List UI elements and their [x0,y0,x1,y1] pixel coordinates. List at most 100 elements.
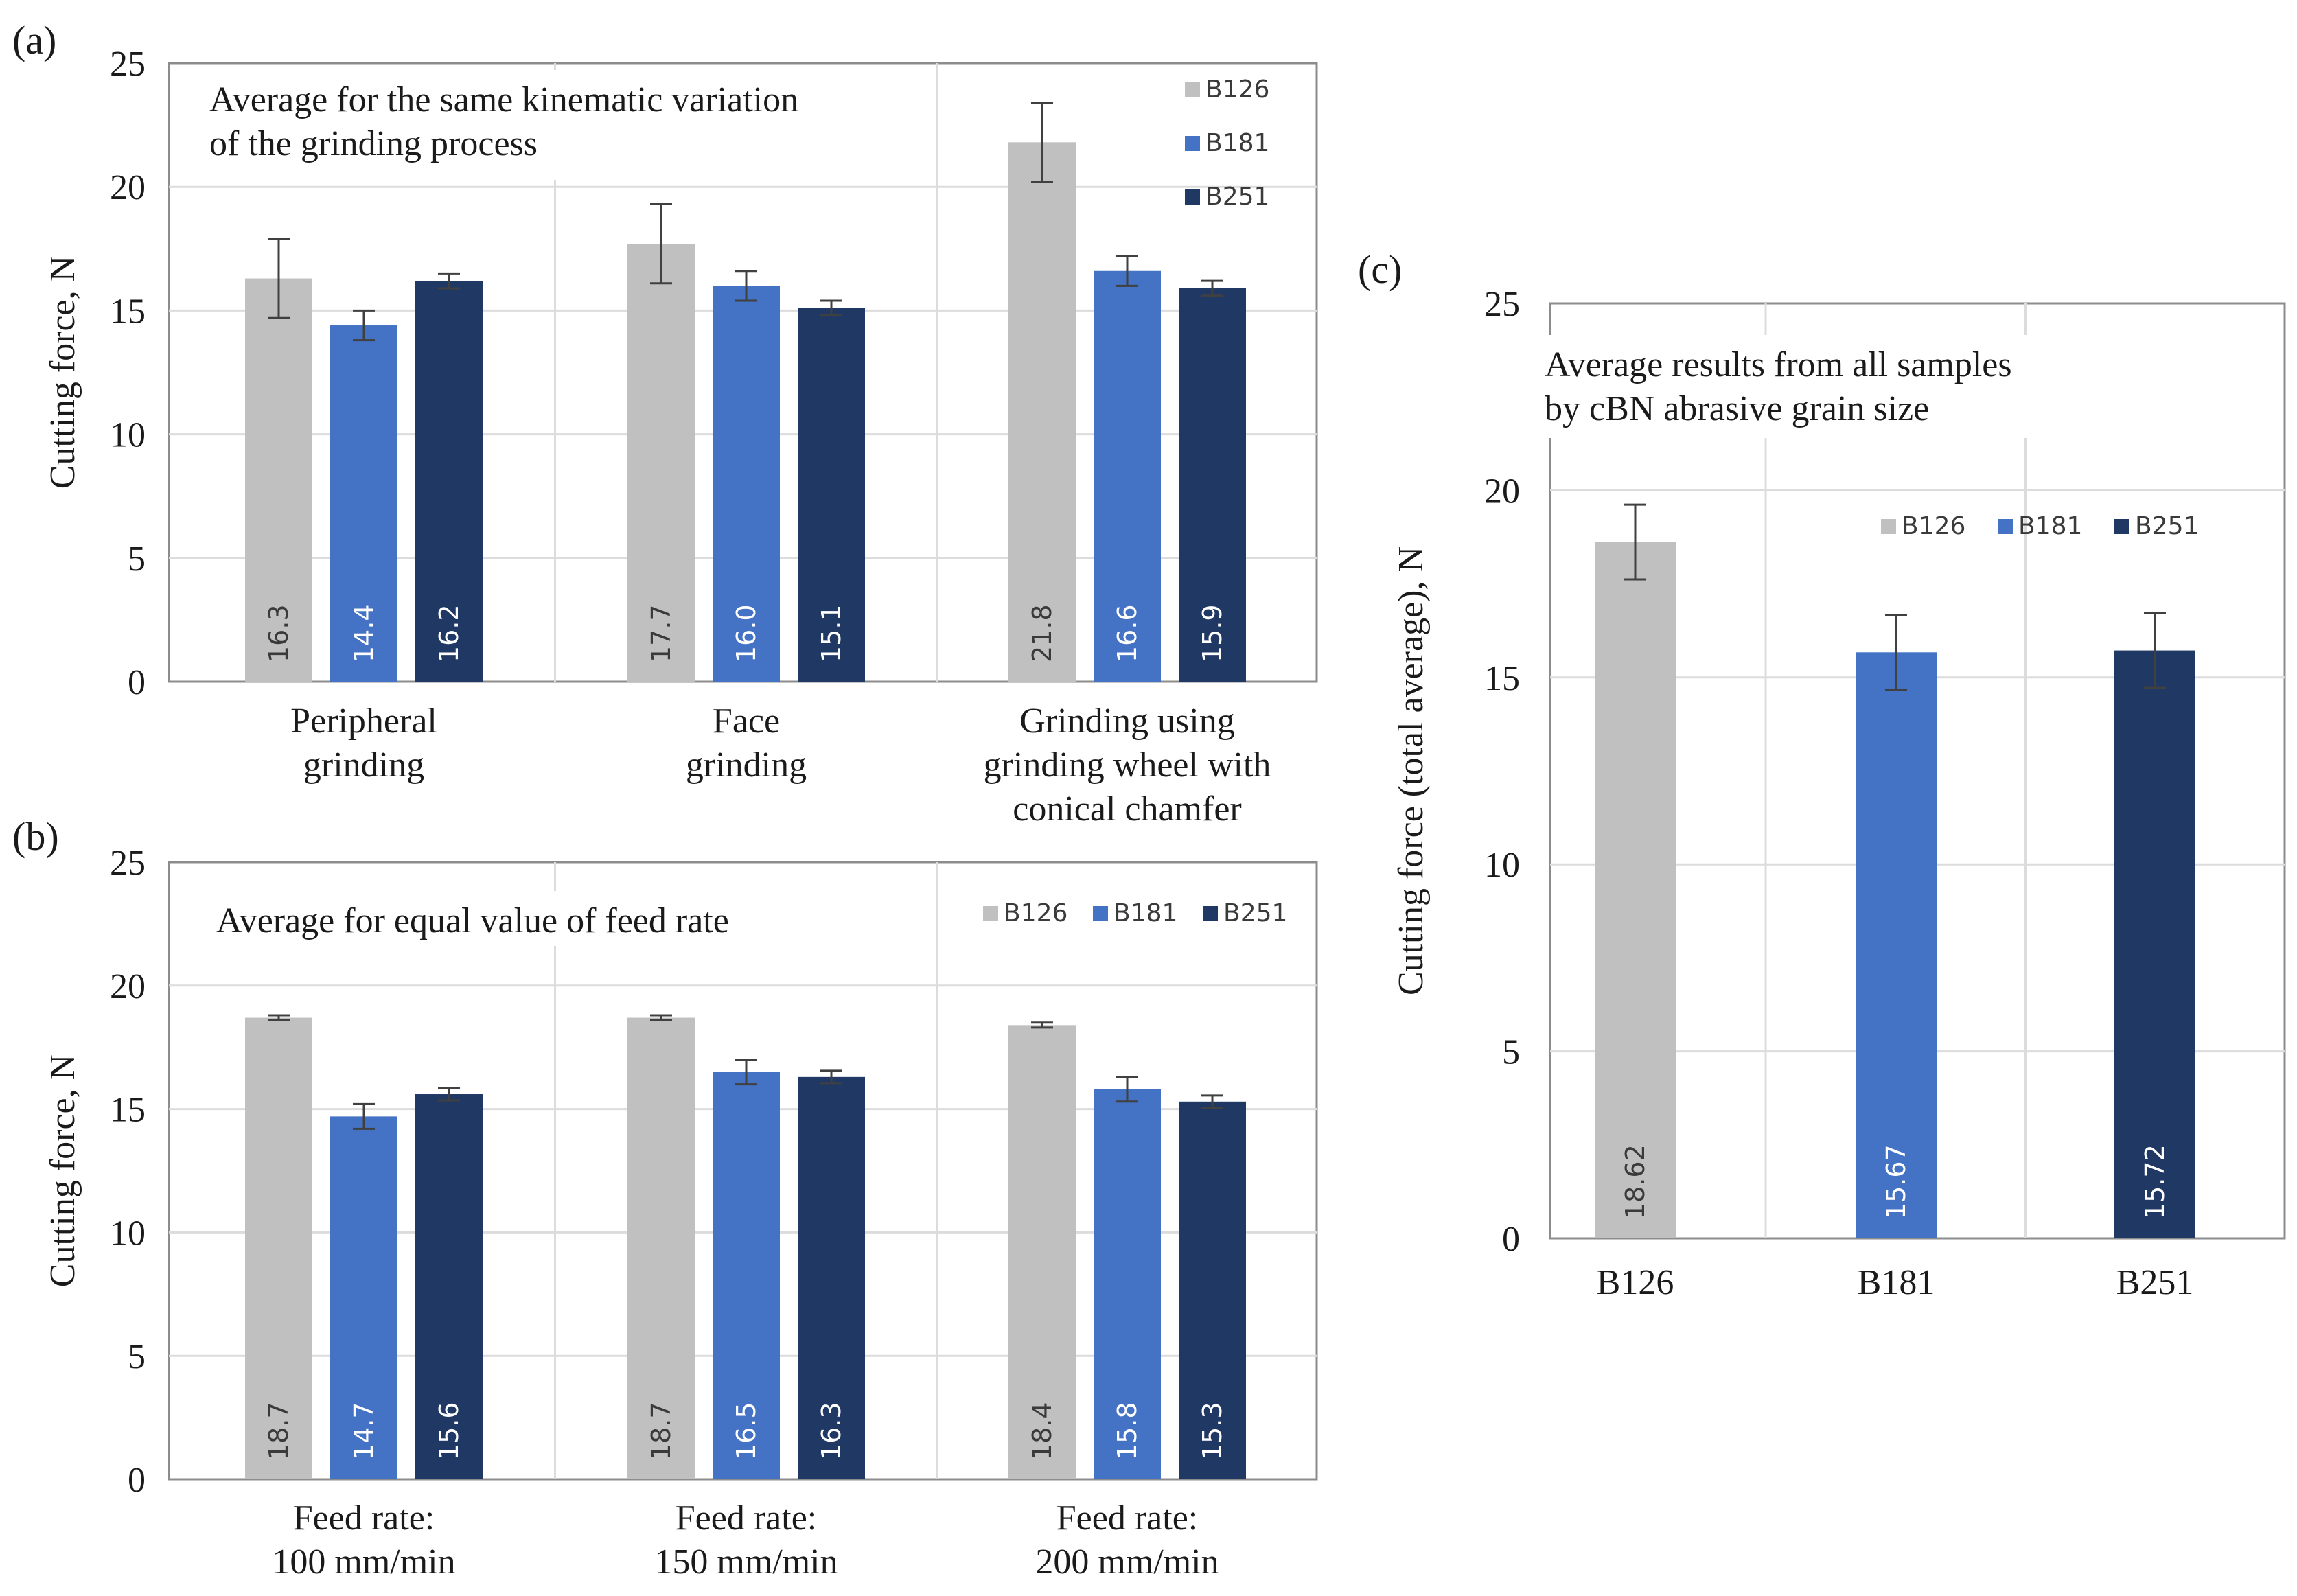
annotation-box [203,891,923,946]
x-category-label: B181 [1858,1263,1935,1302]
bar-value-label: 15.8 [1112,1402,1142,1460]
bar-value-label: 21.8 [1027,604,1057,662]
panel-label: (c) [1358,247,1402,292]
annotation-box [196,70,916,180]
annotation-line: Average for equal value of feed rate [216,901,729,940]
annotation-line: of the grinding process [209,124,538,163]
legend-swatch [1185,189,1200,205]
bar-B126 [245,1017,312,1479]
legend-swatch [1881,519,1896,534]
y-tick-label: 10 [1484,846,1520,885]
bar-B181 [713,1072,780,1479]
bar-value-label: 16.2 [434,604,464,662]
bar-value-label: 18.7 [264,1402,294,1460]
bar-value-label: 16.3 [816,1402,846,1460]
y-axis-title: Cutting force (total average), N [1392,546,1431,995]
x-category-label: B126 [1597,1263,1674,1302]
y-tick-label: 20 [1484,472,1520,511]
y-tick-label: 15 [110,292,146,331]
chart-panel-b: Average for equal value of feed rate 0 5 10… [12,814,1318,1582]
panel-label: (a) [12,18,56,62]
panel-label: (b) [12,814,59,859]
bar-B251 [415,281,483,682]
y-axis-title: Cutting force, N [43,256,82,489]
y-tick-label: 0 [128,1461,146,1500]
legend-swatch [2114,519,2129,534]
y-tick-label: 25 [110,45,146,84]
bar-value-label: 16.5 [731,1402,761,1460]
bar-value-label: 18.7 [646,1402,676,1460]
y-tick-label: 5 [128,1337,146,1376]
y-tick-label: 0 [1502,1220,1520,1259]
bar-B181 [713,286,780,682]
legend-swatch [983,906,998,921]
bar-value-label: 18.4 [1027,1402,1057,1460]
y-tick-label: 0 [128,663,146,702]
bar-B181 [330,325,397,682]
x-category-label: 150 mm/min [654,1542,838,1582]
x-category-label: Feed rate: [1057,1499,1198,1538]
y-tick-label: 20 [110,967,146,1006]
x-category-label: grinding [303,745,424,785]
x-category-label: Feed rate: [293,1499,435,1538]
bar-B126 [245,278,312,682]
x-category-label: Grinding using [1019,702,1234,741]
bar-value-label: 14.4 [349,604,379,662]
x-category-label: 100 mm/min [272,1542,455,1582]
y-tick-label: 25 [1484,285,1520,324]
legend-label: B181 [2018,512,2082,540]
annotation-line: by cBN abrasive grain size [1545,389,1929,428]
legend-label: B251 [1223,899,1287,927]
legend-swatch [1203,906,1218,921]
x-category-label: grinding wheel with [984,745,1271,785]
legend-label: B181 [1205,129,1269,157]
legend-label: B181 [1113,899,1177,927]
y-tick-label: 10 [110,416,146,455]
bar-B126 [1008,142,1076,682]
bar-B181 [1094,1089,1161,1479]
bar-B251 [415,1094,483,1479]
bar-value-label: 16.6 [1112,604,1142,662]
x-category-label: conical chamfer [1013,789,1241,829]
bar-value-label: 18.62 [1620,1144,1650,1219]
x-category-label: grinding [686,745,807,785]
y-tick-label: 5 [128,540,146,579]
bar-B126 [627,1017,695,1479]
chart-panel-c: Average results from all samples by cBN a… [1358,247,2286,1302]
bar-value-label: 14.7 [349,1402,379,1460]
bar-value-label: 15.1 [816,604,846,662]
bar-value-label: 17.7 [646,604,676,662]
bar-B251 [2114,650,2195,1238]
x-category-label: Face [713,702,780,741]
bar-value-label: 15.9 [1197,604,1227,662]
x-category-label: Feed rate: [676,1499,817,1538]
legend-label: B126 [1205,76,1269,104]
legend-swatch [1185,136,1200,151]
x-category-label: B251 [2116,1263,2194,1302]
bar-B251 [1179,1101,1246,1479]
y-tick-label: 10 [110,1214,146,1253]
legend-label: B126 [1902,512,1965,540]
legend-swatch [1185,82,1200,97]
bar-value-label: 15.6 [434,1402,464,1460]
legend-swatch [1093,906,1108,921]
y-tick-label: 15 [1484,659,1520,698]
bar-value-label: 15.67 [1881,1144,1911,1219]
x-category-label: Peripheral [290,702,437,741]
x-category-label: 200 mm/min [1035,1542,1219,1582]
bar-value-label: 15.3 [1197,1402,1227,1460]
bar-B181 [1856,652,1937,1238]
legend-label: B251 [2135,512,2199,540]
bar-B126 [1595,542,1676,1238]
bar-B126 [1008,1025,1076,1479]
y-tick-label: 25 [110,844,146,883]
bar-B251 [798,308,865,682]
legend-swatch [1998,519,2013,534]
y-axis-title: Cutting force, N [43,1054,82,1287]
bar-B251 [798,1076,865,1479]
bar-value-label: 16.3 [264,604,294,662]
legend-label: B126 [1004,899,1067,927]
chart-panel-a: Average for the same kinematic variation… [12,18,1318,829]
annotation-line: Average for the same kinematic variation [209,80,798,119]
